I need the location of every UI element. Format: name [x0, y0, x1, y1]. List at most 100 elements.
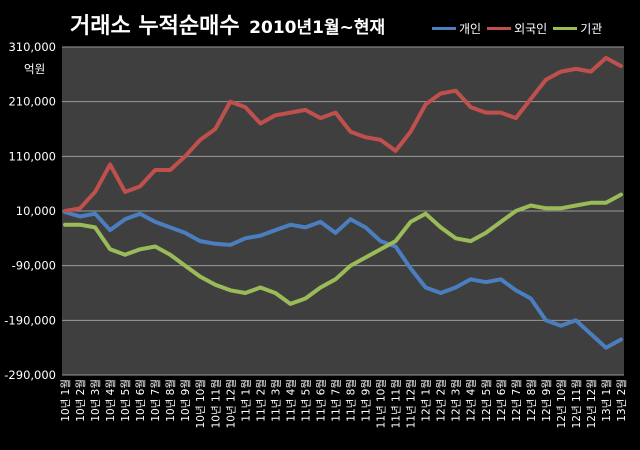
chart-legend: 개인 외국인 기관: [432, 20, 602, 37]
x-tick-label: 12년 7월: [511, 379, 523, 422]
y-tick-label: 110,000: [8, 149, 56, 163]
legend-label-institution: 기관: [580, 22, 603, 36]
data-point-foreign: [243, 105, 247, 109]
data-point-institution: [78, 223, 82, 227]
x-tick-label: 12년 3월: [451, 379, 463, 422]
data-point-foreign: [213, 127, 217, 131]
chart-title-main: 거래소 누적순매수: [70, 14, 240, 39]
data-point-foreign: [258, 121, 262, 126]
data-point-retail: [363, 225, 368, 229]
x-tick-label: 10년 5월: [120, 379, 132, 422]
x-tick-label: 12년 1월: [421, 379, 433, 422]
legend-swatch-foreign: [487, 27, 512, 30]
x-tick-label: 11년 12월: [406, 379, 418, 428]
data-point-retail: [213, 242, 217, 246]
x-tick-label: 13년 1월: [601, 379, 613, 422]
data-point-institution: [108, 247, 112, 251]
data-point-foreign: [348, 130, 353, 134]
y-tick-label: -290,000: [4, 368, 56, 382]
x-tick-label: 10년 2월: [75, 379, 87, 422]
data-point-retail: [93, 212, 97, 216]
chart-title: 거래소 누적순매수 2010년1월~현재: [70, 8, 385, 40]
data-point-retail: [424, 285, 428, 290]
data-point-institution: [529, 203, 533, 208]
data-point-institution: [409, 220, 413, 224]
data-point-retail: [378, 239, 383, 243]
data-point-retail: [183, 231, 187, 235]
data-point-foreign: [183, 154, 187, 158]
data-point-foreign: [78, 206, 82, 210]
data-point-institution: [393, 239, 398, 243]
data-point-foreign: [153, 168, 157, 172]
x-tick-label: 12년 9월: [541, 379, 553, 422]
data-point-retail: [604, 346, 608, 350]
x-tick-label: 11년 9월: [361, 379, 373, 422]
data-point-foreign: [288, 111, 293, 115]
data-point-institution: [348, 264, 353, 268]
x-tick-label: 10년 9월: [180, 379, 192, 422]
x-tick-label: 11년 6월: [315, 379, 327, 422]
data-point-foreign: [499, 111, 503, 115]
x-tick-label: 11년 4월: [285, 379, 297, 422]
data-point-institution: [559, 206, 563, 210]
x-tick-label: 11년 3월: [270, 379, 282, 422]
data-point-institution: [123, 253, 127, 257]
data-point-institution: [198, 275, 202, 279]
data-point-foreign: [63, 209, 67, 213]
data-point-retail: [198, 239, 202, 243]
data-point-institution: [63, 223, 67, 227]
data-point-retail: [258, 234, 262, 238]
x-tick-label: 11년 5월: [300, 379, 312, 422]
data-point-foreign: [529, 97, 533, 101]
data-point-retail: [409, 266, 413, 270]
data-point-institution: [589, 201, 593, 205]
data-point-retail: [333, 231, 338, 235]
series-line-retail: [63, 210, 623, 350]
x-tick-label: 10년 8월: [165, 379, 177, 422]
data-point-retail: [559, 324, 563, 328]
data-point-retail: [288, 223, 293, 227]
data-point-retail: [499, 277, 503, 281]
x-tick-label: 11년 1월: [240, 379, 252, 422]
x-tick-label: 11년 10월: [376, 379, 388, 428]
y-tick-label: -190,000: [4, 313, 56, 327]
data-point-institution: [619, 193, 623, 197]
data-point-retail: [514, 288, 518, 292]
data-point-foreign: [454, 89, 458, 93]
x-tick-label: 12년 12월: [586, 379, 598, 428]
data-point-institution: [138, 247, 142, 251]
data-point-institution: [469, 239, 473, 243]
data-point-institution: [318, 285, 323, 290]
data-point-foreign: [273, 113, 277, 117]
data-point-institution: [378, 247, 383, 251]
data-point-foreign: [123, 190, 127, 194]
legend-swatch-institution: [553, 27, 578, 30]
data-point-foreign: [393, 149, 398, 153]
data-point-retail: [469, 277, 473, 281]
data-point-retail: [454, 285, 458, 290]
data-point-institution: [153, 244, 157, 249]
data-point-retail: [574, 318, 578, 322]
x-tick-label: 12년 11월: [571, 379, 583, 428]
data-point-retail: [393, 244, 398, 249]
x-tick-label: 10년 6월: [135, 379, 147, 422]
y-tick-label: 10,000: [16, 204, 56, 218]
data-point-institution: [363, 255, 368, 260]
data-point-retail: [228, 243, 232, 247]
data-point-foreign: [303, 108, 308, 112]
data-point-retail: [153, 220, 157, 224]
x-tick-label: 12년 6월: [496, 379, 508, 422]
data-point-foreign: [198, 138, 202, 142]
data-point-institution: [424, 212, 428, 216]
data-point-institution: [288, 302, 293, 306]
data-point-institution: [439, 225, 443, 229]
data-point-retail: [544, 318, 548, 322]
data-point-foreign: [138, 184, 142, 188]
data-point-institution: [243, 291, 247, 295]
series-line-institution: [63, 192, 623, 306]
data-point-foreign: [168, 168, 172, 172]
data-point-foreign: [544, 78, 548, 82]
legend-item-retail: 개인: [432, 20, 481, 37]
data-point-retail: [484, 280, 488, 284]
chart-subtitle: 2010년1월~현재: [249, 18, 386, 38]
